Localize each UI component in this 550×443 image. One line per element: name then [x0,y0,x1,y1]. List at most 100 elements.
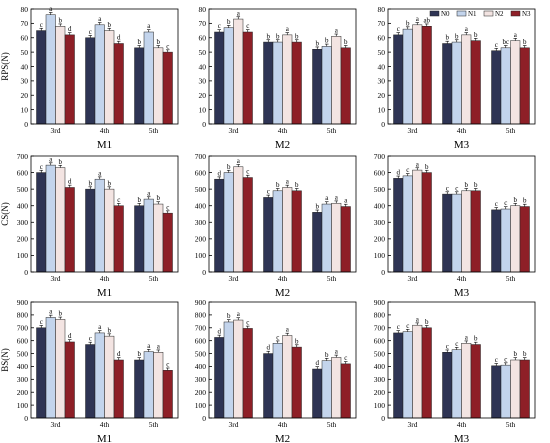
bar-n3-3rd [242,177,253,273]
bar-n3-4th [113,205,124,273]
significance-letter: b [474,181,478,189]
y-tick-label: 10 [21,105,29,114]
significance-letter: b [474,335,478,343]
bar-n3-4th [113,359,124,419]
y-tick-label: 400 [17,362,29,371]
y-tick-label: 10 [199,105,207,114]
plot-frame [387,155,536,273]
bar-n0-3rd [393,34,404,125]
y-tick-label: 70 [378,19,386,28]
significance-letter: c [495,41,498,49]
bar-n3-4th [113,43,124,125]
y-tick-label: 100 [374,401,386,410]
significance-letter: b [267,32,271,40]
bar-n2-5th [331,357,342,419]
bar-n1-3rd [402,175,413,273]
plot-frame [30,8,179,125]
y-tick-label: 400 [195,362,207,371]
significance-letter: d [68,178,72,186]
panel-label: M2 [275,433,290,443]
y-tick-label: 700 [17,152,29,161]
significance-letter: c [166,360,169,368]
significance-letter: b [325,351,329,359]
bar-n3-5th [519,206,530,273]
significance-letter: c [246,22,249,30]
significance-letter: c [166,203,169,211]
y-tick-label: 60 [378,34,386,43]
significance-letter: b [514,350,518,358]
significance-letter: a [98,323,102,331]
significance-letter: c [117,196,120,204]
bar-n0-4th [85,37,96,125]
bar-n3-4th [291,190,302,273]
y-tick-label: 300 [195,375,207,384]
bar-n3-5th [162,51,173,125]
significance-letter: a [514,31,518,39]
y-tick-label: 100 [195,401,207,410]
y-tick-label: 200 [17,235,29,244]
plot-frame [387,301,536,419]
plot-frame [30,155,179,273]
bar-n0-5th [134,47,145,125]
bar-n2-3rd [55,167,66,273]
y-tick-label: 900 [17,298,29,307]
panel-label: M1 [97,287,112,299]
significance-letter: a [416,315,420,323]
significance-letter: b [157,194,161,202]
x-tick-label: 3rd [229,274,239,283]
x-tick-label: 3rd [51,126,61,135]
significance-letter: d [117,350,121,358]
bar-n3-4th [470,344,481,419]
y-tick-label: 50 [21,48,29,57]
significance-letter: b [227,18,231,26]
bar-n2-5th [510,40,521,125]
x-tick-label: 3rd [408,420,418,429]
bar-n3-5th [162,212,173,273]
y-tick-label: 0 [202,414,206,423]
y-tick-label: 800 [17,311,29,320]
bar-n2-4th [461,190,472,273]
x-tick-label: 4th [457,420,467,429]
significance-letter: d [68,25,72,33]
y-tick-label: 200 [195,235,207,244]
bar-n0-3rd [393,178,404,273]
bar-n2-3rd [412,24,423,125]
x-tick-label: 5th [149,420,159,429]
x-tick-label: 5th [327,274,337,283]
x-tick-label: 5th [149,274,159,283]
x-tick-label: 4th [100,420,110,429]
bar-n3-5th [162,370,173,419]
significance-letter: a [335,348,339,356]
legend: N0 N1 N2 N3 [429,10,531,18]
significance-letter: a [237,310,241,318]
significance-letter: a [416,160,420,168]
significance-letter: c [267,188,270,196]
bar-n0-3rd [214,31,225,125]
y-tick-label: 700 [195,324,207,333]
bar-n1-3rd [402,28,413,125]
legend-label-n0: N0 [441,10,450,18]
significance-letter: b [157,38,161,46]
x-tick-label: 5th [327,126,337,135]
significance-letter: b [138,38,142,46]
y-axis-title: RPS(N) [0,52,10,81]
bar-n2-3rd [412,169,423,273]
y-tick-label: 600 [195,168,207,177]
significance-letter: c [246,168,249,176]
bar-n1-5th [500,364,511,419]
bar-n3-5th [340,47,351,125]
y-tick-label: 300 [17,375,29,384]
panel-label: M1 [97,433,112,443]
y-tick-label: 400 [374,362,386,371]
bar-n3-4th [291,346,302,419]
bar-n0-4th [263,197,274,273]
y-tick-label: 0 [202,120,206,129]
significance-letter: b [425,163,429,171]
bar-n1-5th [500,208,511,273]
y-tick-label: 100 [374,251,386,260]
bar-n3-4th [470,190,481,273]
bar-n1-4th [272,342,283,419]
x-tick-label: 5th [506,420,516,429]
significance-letter: a [335,193,339,201]
